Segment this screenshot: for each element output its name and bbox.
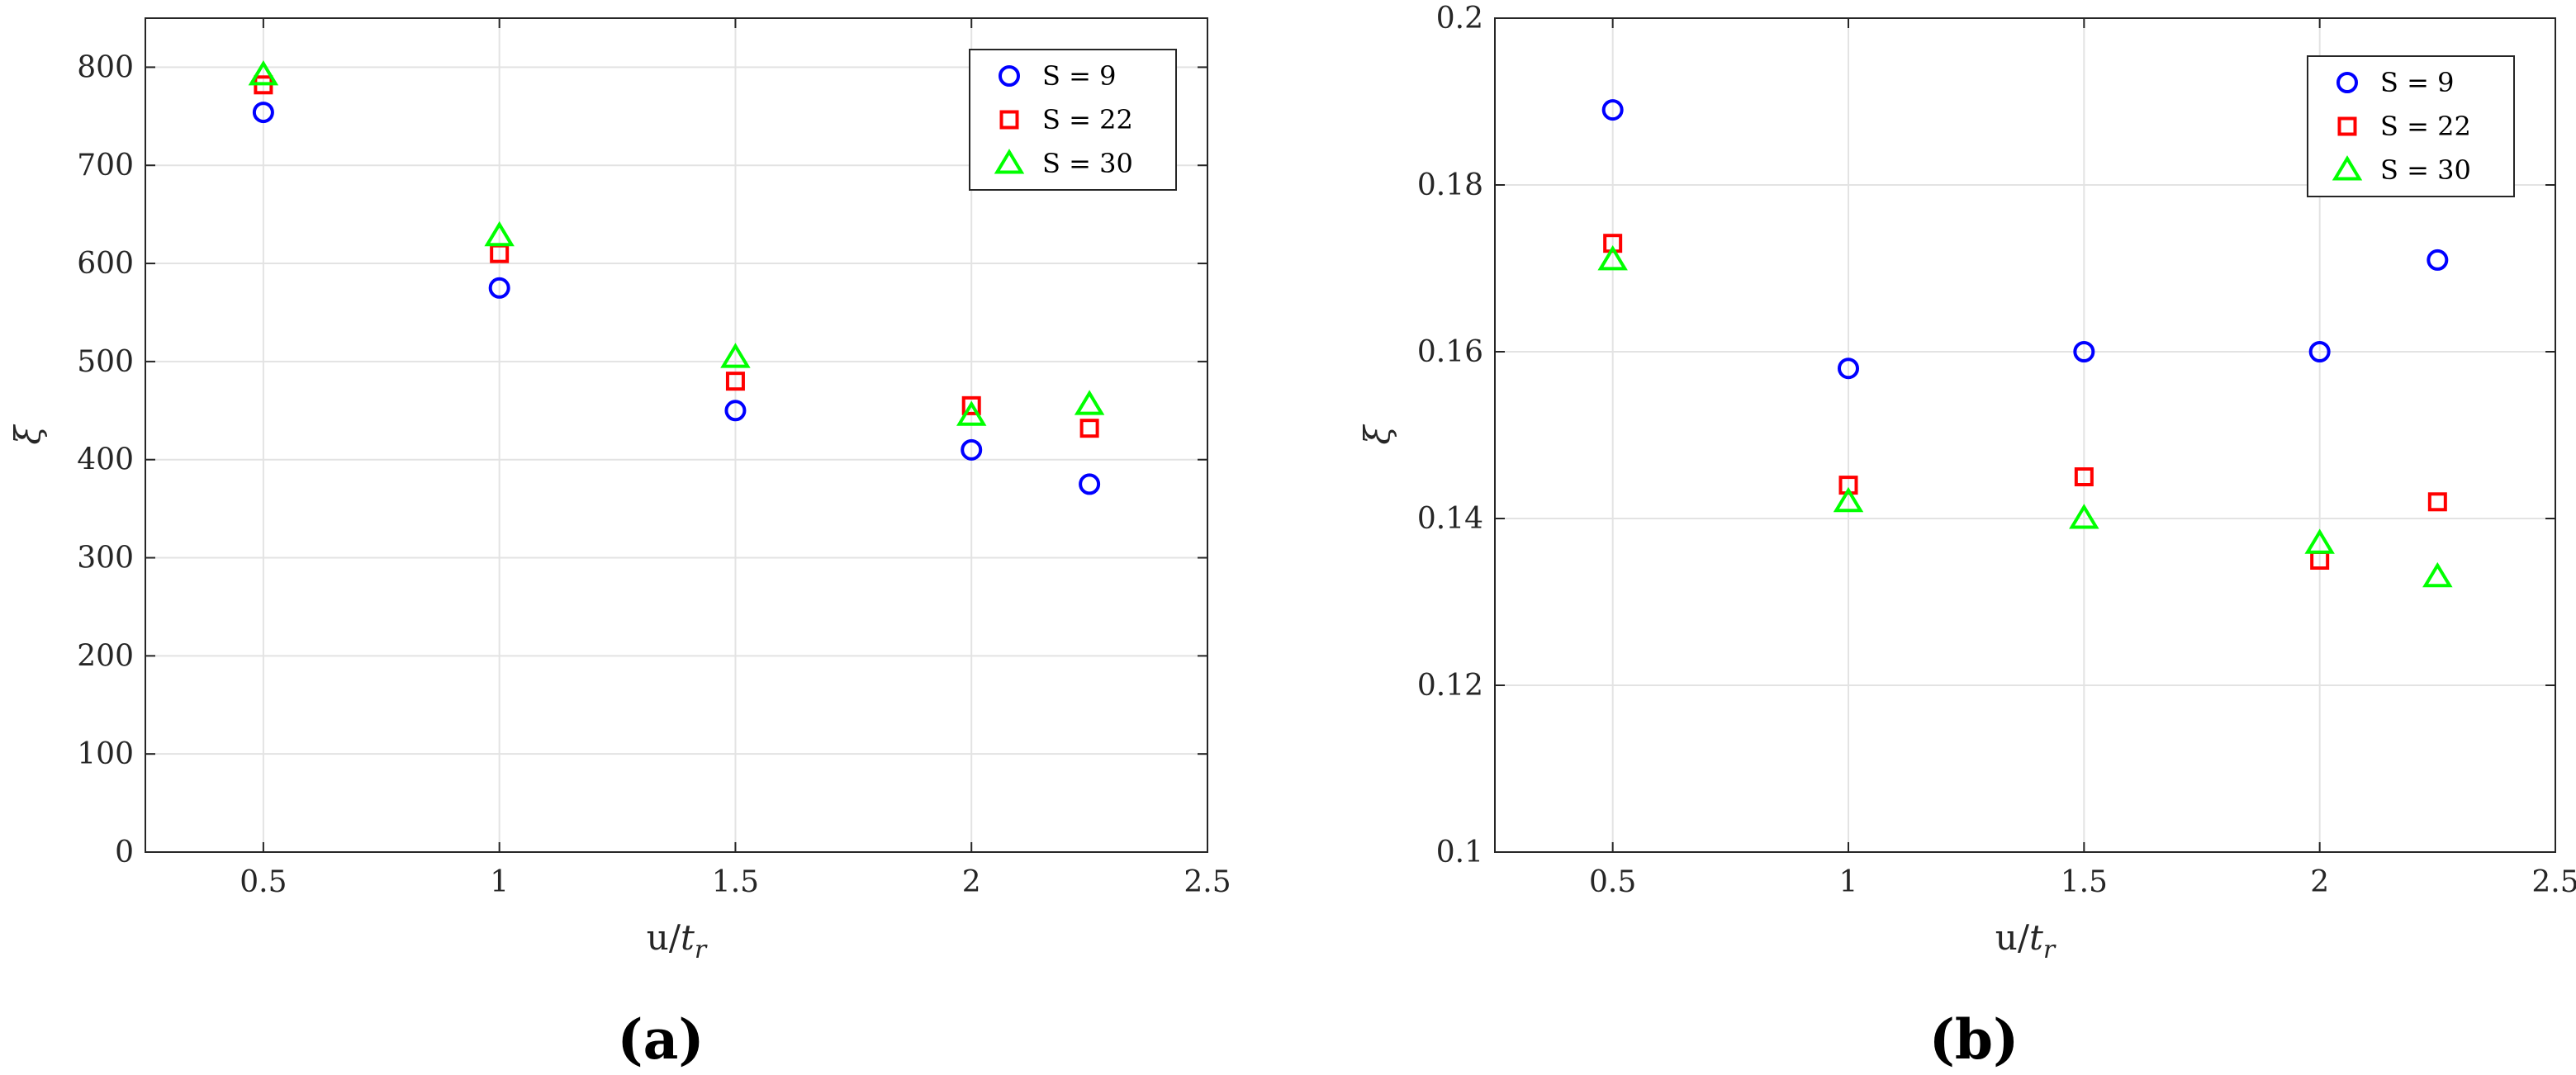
square-point: [2427, 492, 2447, 512]
circle-point: [2427, 249, 2449, 271]
x-tick-label: 0.5: [1589, 865, 1636, 899]
legend-triangle-marker: [2332, 155, 2363, 181]
y-tick-label: 0.18: [1417, 168, 1483, 202]
square-point: [961, 395, 981, 415]
panel-b: 0.5 1 1.5 2 2.5 0.1 0.12 0.14 0.16 0.18 0.2 u/tr ξ S …: [1357, 2, 2576, 1072]
y-tick-label: 700: [77, 149, 134, 182]
series-s-30: [1597, 245, 2453, 588]
x-axis-label: u/tr: [1995, 917, 2057, 964]
x-tick-label: 1.5: [2061, 865, 2108, 899]
triangle-point: [720, 343, 751, 368]
triangle-point: [2422, 561, 2453, 588]
x-axis-label: u/tr: [647, 917, 708, 964]
axes-frame: [1494, 17, 2556, 853]
triangle-point: [1597, 245, 1628, 271]
triangle-point: [248, 60, 279, 86]
x-tick-label: 1: [490, 865, 509, 899]
triangle-point: [1833, 486, 1864, 513]
circle-point: [2073, 341, 2095, 362]
panel-a: 0.5 1 1.5 2 2.5 0 100 200 300 400 500 600 700 800 u/tr…: [7, 17, 1231, 1072]
legend-circle-marker: [999, 65, 1020, 87]
panel-label: (a): [617, 1007, 704, 1072]
panel-label: (b): [1929, 1007, 2019, 1072]
series-s-30: [248, 60, 1105, 426]
legend-entry-label: S = 9: [2380, 67, 2454, 98]
x-tick-label: 2: [2310, 865, 2329, 899]
x-tick-label: 1: [1839, 865, 1858, 899]
x-tick-label: 2: [962, 865, 981, 899]
legend-entry-label: S = 22: [1042, 104, 1133, 135]
legend-box: [969, 49, 1177, 191]
y-tick-label: 600: [77, 247, 134, 281]
y-axis-label: ξ: [1357, 424, 1397, 445]
legend: S = 9 S = 22 S = 30: [969, 49, 1177, 191]
series-s-9: [1601, 99, 2449, 380]
legend-box: [2307, 55, 2515, 197]
x-tick-label: 2.5: [2531, 865, 2576, 899]
y-tick-label: 0: [115, 836, 134, 869]
legend-triangle-marker: [994, 149, 1025, 174]
circle-point: [252, 102, 274, 124]
y-tick-label: 800: [77, 50, 134, 84]
y-tick-label: 200: [77, 639, 134, 673]
square-point: [2074, 467, 2094, 486]
triangle-point: [1074, 390, 1105, 415]
x-tick-label: 2.5: [1184, 865, 1231, 899]
x-tick-label: 1.5: [712, 865, 759, 899]
y-tick-label: 0.2: [1436, 2, 1483, 36]
circle-point: [2308, 341, 2331, 362]
circle-point: [961, 438, 983, 461]
circle-point: [488, 277, 510, 299]
legend-entry-label: S = 30: [2380, 154, 2471, 186]
triangle-point: [484, 220, 515, 247]
square-point: [725, 372, 745, 391]
legend-square-marker: [999, 110, 1019, 130]
y-tick-label: 0.16: [1417, 335, 1483, 369]
y-tick-label: 400: [77, 443, 134, 477]
y-axis-label: ξ: [7, 424, 48, 445]
legend-entry-label: S = 22: [2380, 111, 2471, 142]
y-tick-label: 500: [77, 345, 134, 379]
circle-point: [1601, 99, 1624, 121]
y-tick-label: 0.1: [1436, 836, 1483, 869]
y-tick-label: 100: [77, 737, 134, 771]
circle-point: [724, 400, 747, 422]
legend-circle-marker: [2336, 72, 2358, 93]
y-tick-label: 0.12: [1417, 669, 1483, 703]
square-point: [1079, 419, 1099, 438]
triangle-point: [956, 400, 987, 426]
y-tick-label: 300: [77, 542, 134, 575]
x-tick-label: 0.5: [240, 865, 287, 899]
triangle-point: [2069, 504, 2099, 529]
circle-point: [1079, 473, 1101, 495]
legend-entry-label: S = 9: [1042, 60, 1116, 92]
legend: S = 9 S = 22 S = 30: [2307, 55, 2515, 197]
series-s-9: [252, 102, 1101, 495]
legend-entry-label: S = 30: [1042, 148, 1133, 179]
legend-square-marker: [2337, 116, 2357, 136]
triangle-point: [2304, 528, 2335, 554]
circle-point: [1838, 358, 1859, 380]
axes-frame: [145, 17, 1208, 853]
y-tick-label: 0.14: [1417, 502, 1483, 536]
